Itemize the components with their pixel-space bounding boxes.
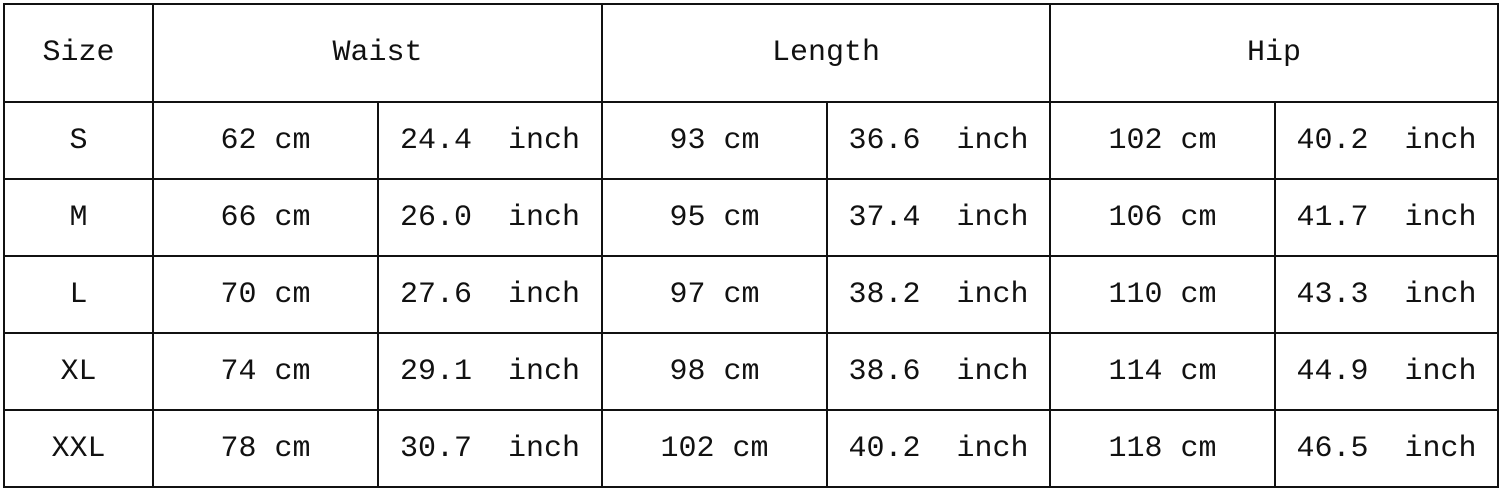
- cell-waist-cm: 70 cm: [152, 255, 379, 334]
- cell-size: XXL: [3, 409, 154, 488]
- cell-hip-cm: 110 cm: [1049, 255, 1277, 334]
- cell-length-cm: 102 cm: [601, 409, 829, 488]
- cell-length-in: 37.4 inch: [826, 178, 1052, 257]
- table-row: S 62 cm 24.4 inch 93 cm 36.6 inch 102 cm 40.2 …: [3, 101, 1500, 180]
- cell-waist-cm: 66 cm: [152, 178, 379, 257]
- cell-size: XL: [3, 332, 154, 411]
- cell-length-cm: 93 cm: [601, 101, 829, 180]
- table-row: L 70 cm 27.6 inch 97 cm 38.2 inch 110 cm 43.3 …: [3, 255, 1500, 334]
- cell-waist-cm: 78 cm: [152, 409, 379, 488]
- table-row: M 66 cm 26.0 inch 95 cm 37.4 inch 106 cm 41.7 …: [3, 178, 1500, 257]
- cell-hip-cm: 114 cm: [1049, 332, 1277, 411]
- cell-length-in: 40.2 inch: [826, 409, 1052, 488]
- cell-hip-cm: 106 cm: [1049, 178, 1277, 257]
- header-row: Size Waist Length Hip: [3, 3, 1500, 103]
- header-waist: Waist: [151, 3, 604, 103]
- cell-hip-in: 43.3 inch: [1274, 255, 1500, 334]
- size-chart-table: Size Waist Length Hip S 62 cm 24.4 inch 93 …: [3, 3, 1500, 488]
- cell-length-cm: 97 cm: [601, 255, 829, 334]
- cell-length-cm: 98 cm: [601, 332, 829, 411]
- cell-waist-in: 26.0 inch: [376, 178, 604, 257]
- cell-length-in: 38.6 inch: [826, 332, 1052, 411]
- cell-waist-in: 29.1 inch: [376, 332, 604, 411]
- cell-hip-cm: 102 cm: [1049, 101, 1277, 180]
- cell-waist-cm: 62 cm: [152, 101, 379, 180]
- cell-size: M: [3, 178, 154, 257]
- cell-hip-cm: 118 cm: [1049, 409, 1277, 488]
- cell-size: S: [3, 101, 154, 180]
- cell-waist-in: 24.4 inch: [376, 101, 604, 180]
- header-hip: Hip: [1049, 3, 1500, 103]
- cell-hip-in: 46.5 inch: [1274, 409, 1500, 488]
- cell-length-cm: 95 cm: [601, 178, 829, 257]
- cell-length-in: 38.2 inch: [826, 255, 1052, 334]
- cell-waist-in: 27.6 inch: [376, 255, 604, 334]
- cell-waist-cm: 74 cm: [152, 332, 379, 411]
- table-row: XXL 78 cm 30.7 inch 102 cm 40.2 inch 118 cm 46…: [3, 409, 1500, 488]
- cell-length-in: 36.6 inch: [826, 101, 1052, 180]
- cell-hip-in: 40.2 inch: [1274, 101, 1500, 180]
- header-length: Length: [601, 3, 1052, 103]
- cell-waist-in: 30.7 inch: [376, 409, 604, 488]
- header-size: Size: [3, 3, 154, 103]
- cell-hip-in: 44.9 inch: [1274, 332, 1500, 411]
- cell-hip-in: 41.7 inch: [1274, 178, 1500, 257]
- cell-size: L: [3, 255, 154, 334]
- table-row: XL 74 cm 29.1 inch 98 cm 38.6 inch 114 cm 44.9…: [3, 332, 1500, 411]
